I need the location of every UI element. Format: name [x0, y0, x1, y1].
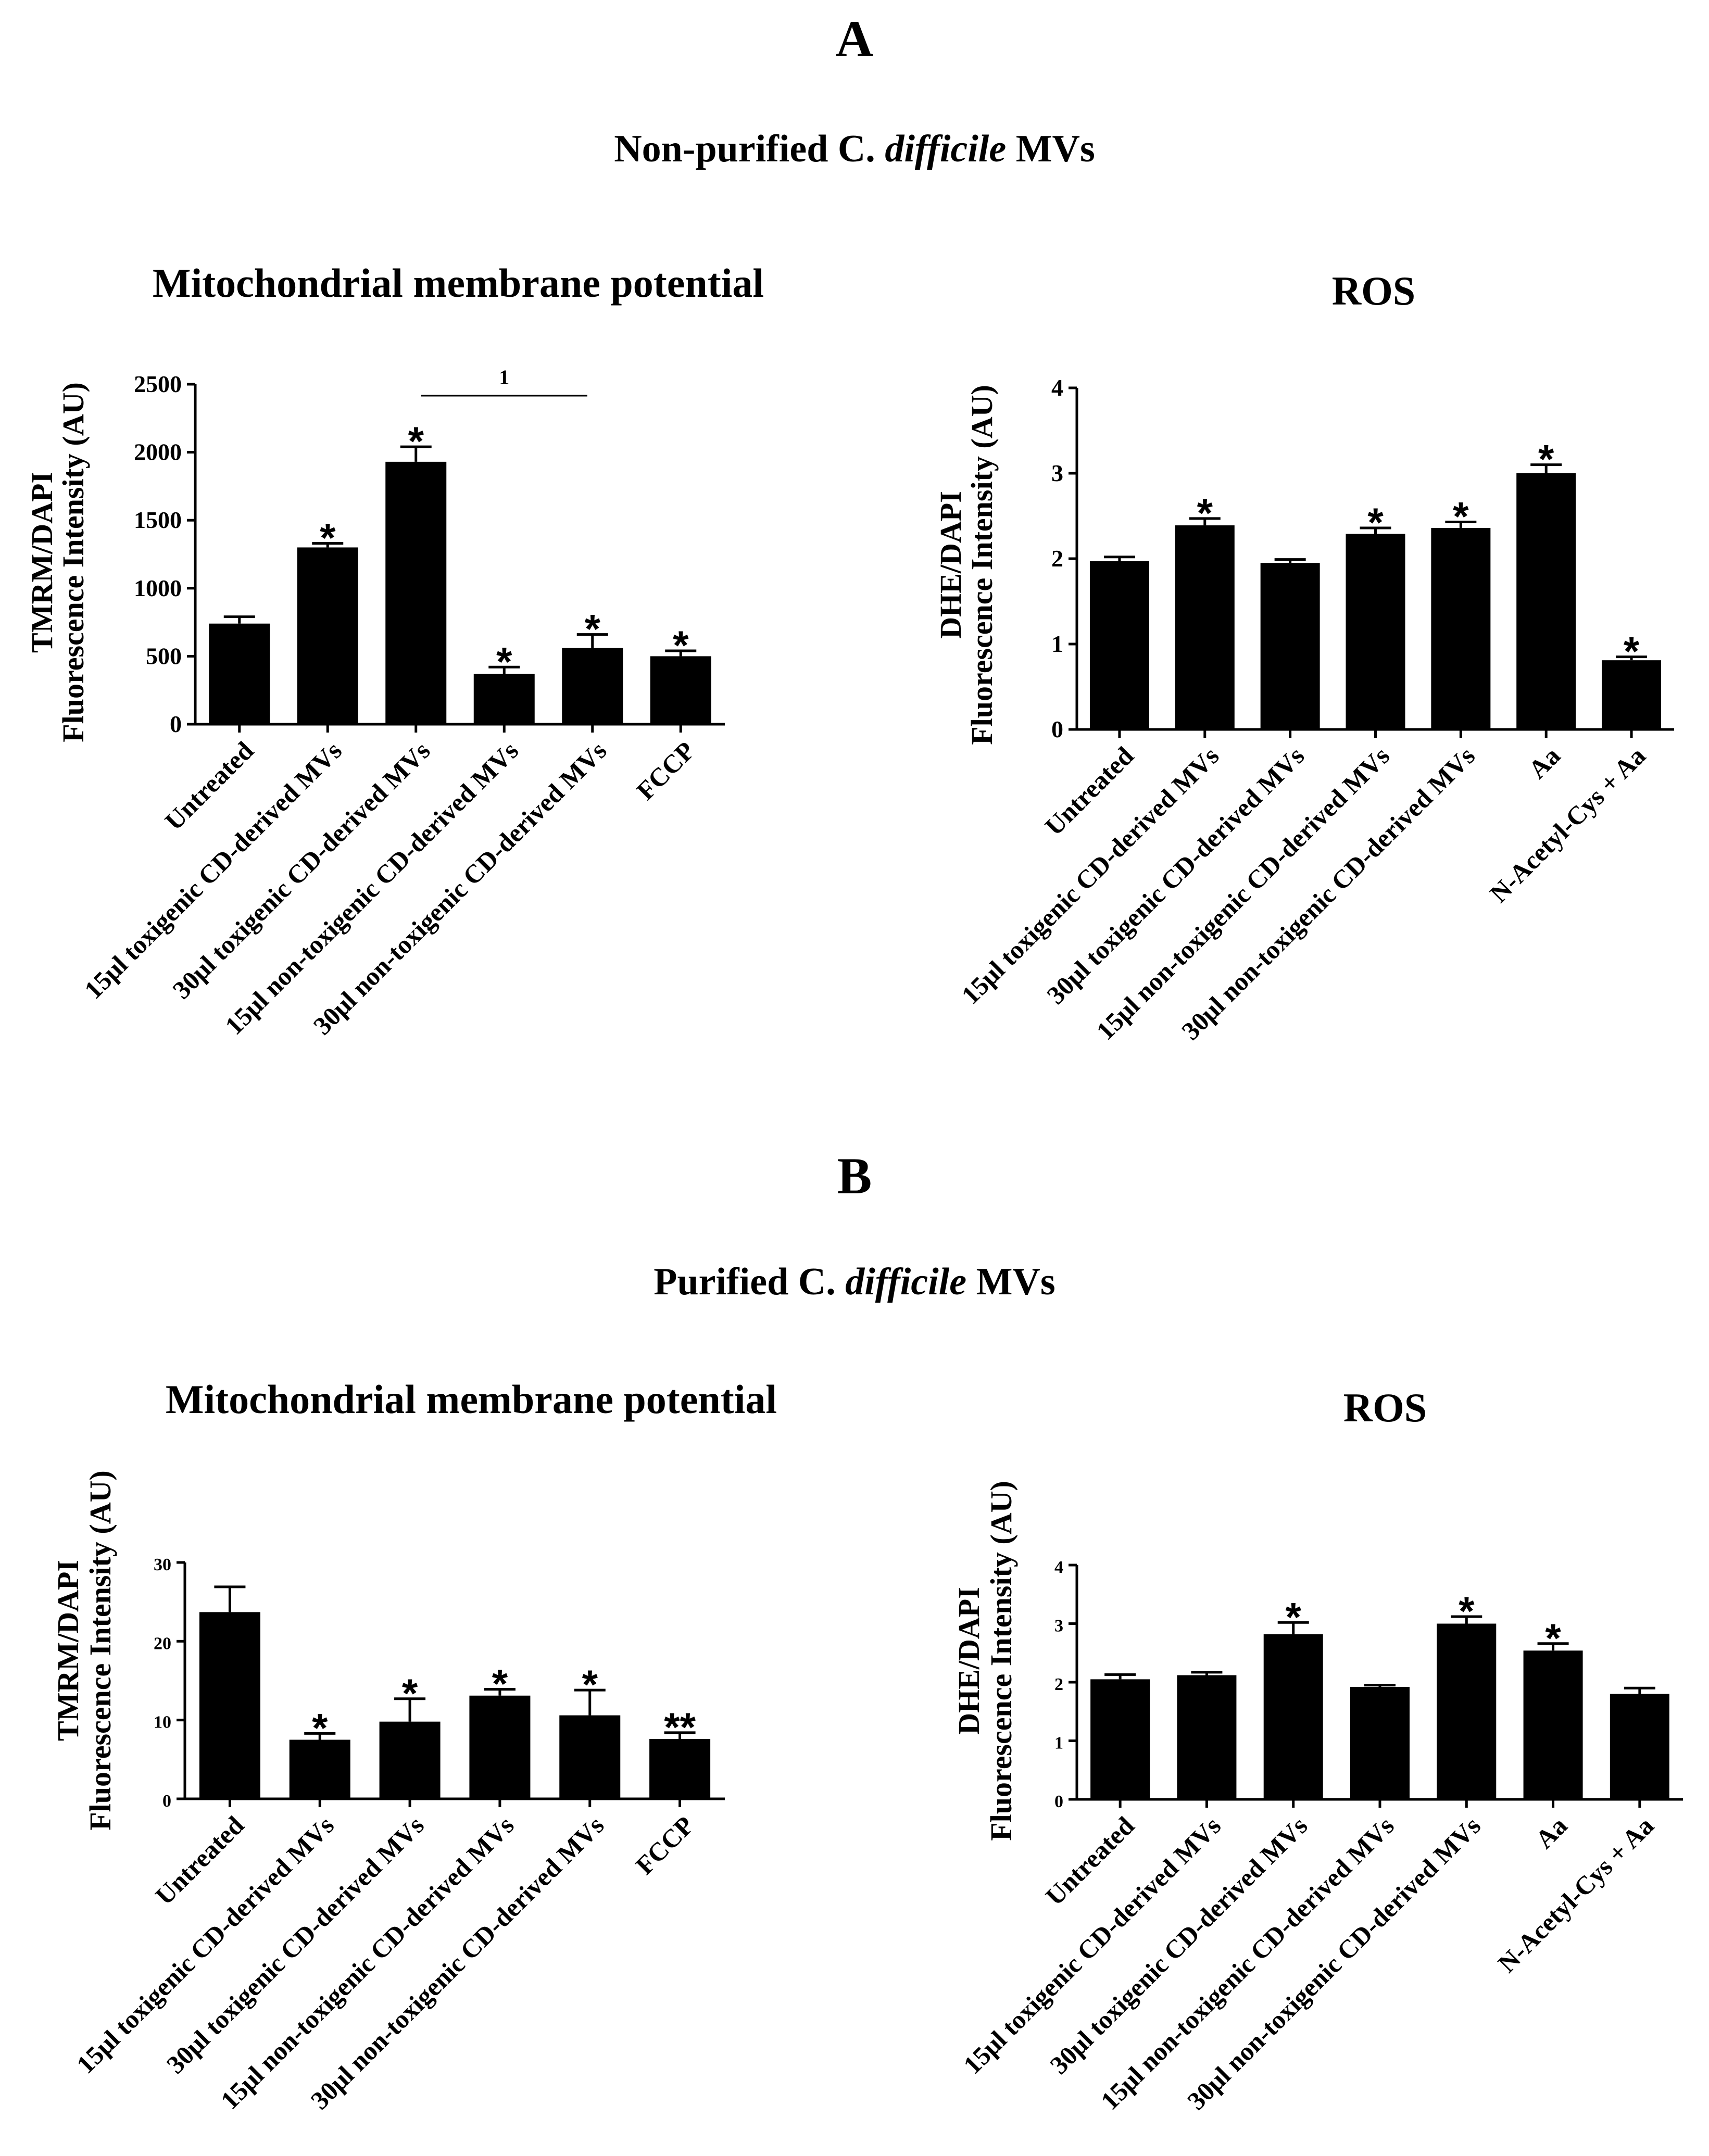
y-axis-label: TMRM/DAPI: [25, 472, 59, 653]
panel-b-title: Purified C. difficile MVs: [654, 1260, 1055, 1303]
y-tick-label: 30: [154, 1555, 171, 1574]
y-tick-label: 1: [1054, 1734, 1063, 1753]
significance-marker: *: [492, 1661, 508, 1707]
significance-marker: *: [1367, 499, 1384, 545]
significance-marker: *: [673, 622, 689, 668]
y-axis-label: DHE/DAPI: [952, 1587, 986, 1735]
bar: [1523, 1650, 1583, 1799]
y-tick-label: 10: [154, 1713, 171, 1732]
bar: [1260, 563, 1320, 729]
comparison-label: 1: [499, 365, 509, 389]
bar: [649, 1738, 711, 1799]
bar: [562, 648, 623, 724]
y-axis-label-units: Fluorescence Intensity (AU): [984, 1481, 1018, 1841]
y-axis-label-units: Fluorescence Intensity (AU): [965, 385, 999, 745]
y-tick-label: 2: [1054, 1675, 1063, 1694]
panel-a-letter: A: [836, 10, 873, 68]
y-tick-label: 3: [1051, 460, 1063, 486]
significance-marker: *: [1624, 628, 1640, 674]
significance-marker: *: [1545, 1615, 1561, 1661]
panel-b-letter: B: [837, 1147, 872, 1205]
bar: [379, 1721, 441, 1799]
chart-title: Mitochondrial membrane potential: [166, 1377, 777, 1422]
y-tick-label: 0: [162, 1792, 171, 1811]
y-tick-label: 0: [1054, 1792, 1063, 1811]
bar: [1177, 1675, 1237, 1799]
y-tick-label: 500: [146, 642, 182, 669]
y-axis-label: DHE/DAPI: [934, 491, 967, 639]
panel-a-title: Non-purified C. difficile MVs: [614, 128, 1095, 170]
chart-title: Mitochondrial membrane potential: [153, 260, 764, 306]
bar: [559, 1715, 621, 1799]
bar: [385, 461, 447, 724]
y-tick-label: 0: [170, 711, 182, 737]
bar: [1090, 1679, 1150, 1799]
y-tick-label: 2500: [134, 371, 182, 397]
y-axis-label-units: Fluorescence Intensity (AU): [56, 382, 90, 742]
bar: [297, 547, 358, 724]
y-tick-label: 4: [1054, 1558, 1063, 1577]
y-tick-label: 3: [1054, 1617, 1063, 1636]
bar: [1610, 1694, 1669, 1799]
y-tick-label: 2: [1051, 545, 1063, 572]
chart-title: ROS: [1343, 1385, 1427, 1430]
bar: [1089, 561, 1149, 729]
y-tick-label: 20: [154, 1634, 171, 1653]
significance-marker: *: [496, 638, 512, 684]
chart-mitochondrial-potential-nonpurified: Mitochondrial membrane potential TMRM/DAP…: [25, 260, 764, 1040]
significance-marker: *: [408, 418, 424, 464]
y-tick-label: 1000: [134, 575, 182, 601]
significance-marker: *: [402, 1670, 418, 1716]
bar: [1437, 1623, 1497, 1799]
y-tick-label: 4: [1051, 374, 1063, 401]
bar: [1175, 525, 1235, 729]
bar: [1350, 1687, 1410, 1799]
bar: [209, 623, 270, 724]
bar: [1516, 473, 1576, 729]
significance-marker: *: [320, 515, 336, 561]
y-tick-label: 1500: [134, 507, 182, 533]
significance-marker: *: [1197, 490, 1213, 536]
bar: [1263, 1634, 1323, 1799]
bar: [469, 1695, 531, 1799]
significance-marker: *: [312, 1705, 328, 1750]
bar: [289, 1739, 350, 1799]
significance-marker: *: [1453, 493, 1469, 539]
bar: [1346, 534, 1405, 729]
y-tick-label: 1: [1051, 631, 1063, 657]
chart-title: ROS: [1332, 268, 1415, 313]
bar: [1431, 527, 1491, 729]
significance-marker: **: [664, 1704, 696, 1750]
significance-marker: *: [1286, 1594, 1302, 1640]
bar: [650, 656, 711, 724]
y-axis-label: TMRM/DAPI: [51, 1560, 85, 1741]
y-tick-label: 2000: [134, 439, 182, 465]
y-axis-label-units: Fluorescence Intensity (AU): [83, 1470, 117, 1831]
significance-marker: *: [1459, 1588, 1475, 1634]
y-tick-label: 0: [1051, 716, 1063, 742]
bar: [1602, 660, 1662, 729]
significance-marker: *: [585, 606, 601, 652]
bar: [199, 1612, 260, 1799]
significance-marker: *: [1538, 436, 1554, 482]
significance-marker: *: [582, 1661, 598, 1707]
bar: [473, 674, 535, 724]
